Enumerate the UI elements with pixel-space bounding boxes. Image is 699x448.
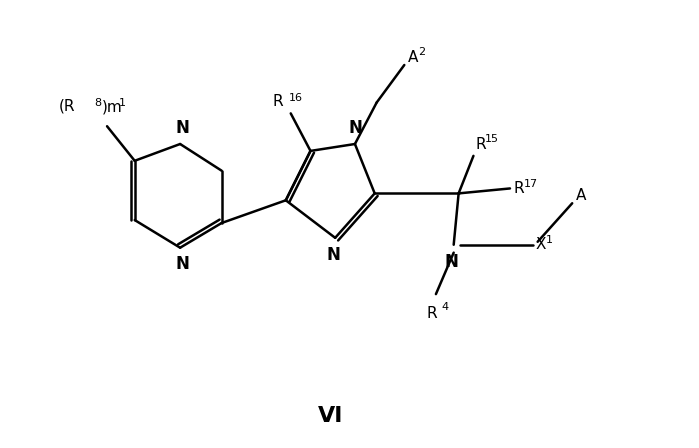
Text: 16: 16	[289, 93, 303, 103]
Text: R: R	[514, 181, 524, 196]
Text: A: A	[408, 50, 419, 65]
Text: 1: 1	[119, 98, 126, 108]
Text: X: X	[535, 237, 546, 252]
Text: R: R	[426, 306, 438, 321]
Text: N: N	[175, 119, 189, 137]
Text: R: R	[475, 137, 486, 151]
Text: 17: 17	[524, 178, 538, 189]
Text: N: N	[349, 119, 363, 137]
Text: 2: 2	[418, 47, 425, 57]
Text: 8: 8	[94, 98, 101, 108]
Text: A: A	[576, 188, 586, 203]
Text: 15: 15	[485, 134, 499, 144]
Text: VI: VI	[317, 405, 343, 426]
Text: R: R	[272, 94, 283, 109]
Text: N: N	[175, 254, 189, 273]
Text: (R: (R	[59, 99, 75, 114]
Text: N: N	[445, 253, 459, 271]
Text: )m: )m	[102, 100, 123, 115]
Text: N: N	[326, 246, 340, 264]
Text: 4: 4	[442, 302, 449, 312]
Text: 1: 1	[545, 235, 552, 245]
